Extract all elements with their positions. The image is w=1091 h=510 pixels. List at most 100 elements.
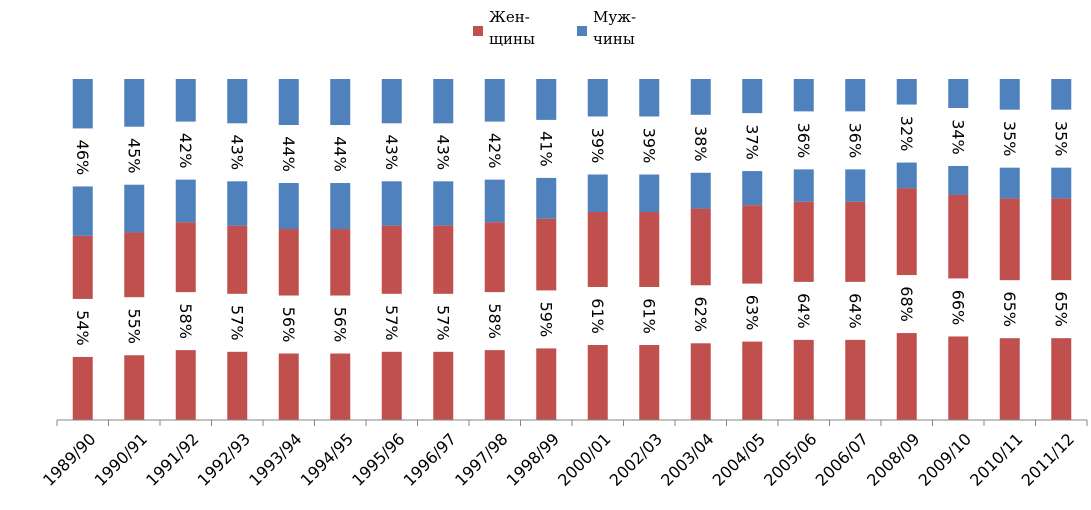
label-women-1990/91-box bbox=[122, 297, 147, 356]
label-women-2004/05-group: 63% bbox=[740, 283, 765, 342]
x-label-1995/96: 1995/96 bbox=[348, 429, 408, 489]
label-women-1997/98-box bbox=[482, 292, 507, 351]
label-women-1989/90-box bbox=[70, 298, 95, 357]
label-women-1992/93: 57% bbox=[227, 305, 246, 341]
legend-men-label: Муж-чины bbox=[593, 8, 636, 48]
label-women-2009/10-box bbox=[946, 278, 971, 337]
legend-men-swatch bbox=[577, 26, 587, 36]
label-men-2000/01: 39% bbox=[588, 128, 607, 164]
label-women-2005/06-box bbox=[791, 281, 816, 340]
x-label-2008/09: 2008/09 bbox=[863, 429, 923, 489]
x-label-1998/99: 1998/99 bbox=[503, 429, 563, 489]
label-women-2006/07-box bbox=[843, 281, 868, 340]
label-women-1996/97-group: 57% bbox=[431, 293, 456, 352]
x-label-2011/12: 2011/12 bbox=[1018, 429, 1078, 489]
label-women-2011/12: 65% bbox=[1051, 291, 1070, 327]
label-men-2002/03-group: 39% bbox=[637, 116, 662, 175]
label-men-1997/98: 42% bbox=[485, 133, 504, 169]
label-men-1989/90-group: 46% bbox=[70, 128, 95, 187]
legend: Жен-щины Муж-чины bbox=[473, 8, 636, 48]
label-women-2011/12-group: 65% bbox=[1049, 280, 1074, 339]
x-label-1992/93: 1992/93 bbox=[194, 429, 254, 489]
label-women-2010/11-box bbox=[997, 280, 1022, 339]
x-label-1996/97: 1996/97 bbox=[400, 429, 460, 489]
x-label-1993/94: 1993/94 bbox=[245, 429, 305, 489]
label-women-2003/04-group: 62% bbox=[688, 285, 713, 344]
x-label-2009/10: 2009/10 bbox=[915, 429, 975, 489]
label-men-1990/91-group: 45% bbox=[122, 126, 147, 185]
label-women-2008/09-box bbox=[894, 275, 919, 334]
label-women-1996/97: 57% bbox=[433, 305, 452, 341]
label-women-1998/99: 59% bbox=[536, 302, 555, 338]
x-label-2005/06: 2005/06 bbox=[760, 429, 820, 489]
label-men-2005/06-group: 36% bbox=[791, 111, 816, 170]
label-women-2005/06-group: 64% bbox=[791, 281, 816, 340]
label-women-1997/98-group: 58% bbox=[482, 292, 507, 351]
label-men-1989/90: 46% bbox=[73, 140, 92, 176]
label-men-2009/10: 34% bbox=[948, 119, 967, 155]
label-men-1994/95-group: 44% bbox=[328, 125, 353, 184]
label-men-2009/10-group: 34% bbox=[946, 107, 971, 166]
label-women-1992/93-group: 57% bbox=[225, 293, 250, 352]
label-men-1991/92-group: 42% bbox=[173, 121, 198, 180]
label-women-1992/93-box bbox=[225, 293, 250, 352]
x-label-1991/92: 1991/92 bbox=[142, 429, 202, 489]
label-men-2005/06: 36% bbox=[794, 123, 813, 159]
label-women-1998/99-group: 59% bbox=[534, 290, 559, 349]
label-women-2010/11: 65% bbox=[1000, 291, 1019, 327]
label-men-2005/06-box bbox=[791, 111, 816, 170]
x-label-2003/04: 2003/04 bbox=[657, 429, 717, 489]
label-women-2010/11-group: 65% bbox=[997, 280, 1022, 339]
label-women-1990/91-group: 55% bbox=[122, 297, 147, 356]
label-men-1990/91-box bbox=[122, 126, 147, 185]
label-women-2003/04-box bbox=[688, 285, 713, 344]
label-men-1992/93-box bbox=[225, 123, 250, 182]
x-tick-labels: 1989/901990/911991/921992/931993/941994/… bbox=[39, 429, 1078, 489]
label-women-2011/12-box bbox=[1049, 280, 1074, 339]
label-women-2005/06: 64% bbox=[794, 293, 813, 329]
label-women-1993/94: 56% bbox=[279, 307, 298, 343]
label-men-1989/90-box bbox=[70, 128, 95, 187]
x-label-2006/07: 2006/07 bbox=[812, 429, 872, 489]
label-men-2011/12: 35% bbox=[1051, 121, 1070, 157]
label-men-2010/11: 35% bbox=[1000, 121, 1019, 157]
label-men-1991/92-box bbox=[173, 121, 198, 180]
label-men-1993/94-box bbox=[276, 125, 301, 184]
label-women-1996/97-box bbox=[431, 293, 456, 352]
label-women-1997/98: 58% bbox=[485, 303, 504, 339]
label-men-2000/01-group: 39% bbox=[585, 116, 610, 175]
label-women-2008/09-group: 68% bbox=[894, 275, 919, 334]
label-men-1998/99: 41% bbox=[536, 131, 555, 167]
label-women-2006/07-group: 64% bbox=[843, 281, 868, 340]
label-women-2008/09: 68% bbox=[897, 286, 916, 322]
label-women-2002/03-group: 61% bbox=[637, 286, 662, 345]
label-women-1998/99-box bbox=[534, 290, 559, 349]
label-men-1998/99-box bbox=[534, 119, 559, 178]
label-men-1993/94-group: 44% bbox=[276, 125, 301, 184]
label-women-1989/90: 54% bbox=[73, 310, 92, 346]
label-women-1989/90-group: 54% bbox=[70, 298, 95, 357]
label-men-1994/95-box bbox=[328, 125, 353, 184]
label-women-2003/04: 62% bbox=[691, 297, 710, 333]
label-men-1995/96-group: 43% bbox=[379, 123, 404, 182]
label-men-2010/11-box bbox=[997, 109, 1022, 168]
label-women-1995/96-box bbox=[379, 293, 404, 352]
x-tick-marks bbox=[56, 420, 1088, 426]
data-labels-group: 54% 46% 55% 45% 58% 42% 57% 43% 56% 44% 56% 44% 57% 4… bbox=[70, 104, 1074, 357]
label-men-2003/04-group: 38% bbox=[688, 114, 713, 173]
label-men-1996/97: 43% bbox=[433, 135, 452, 171]
label-men-2008/09-group: 32% bbox=[894, 104, 919, 163]
label-women-1994/95: 56% bbox=[330, 307, 349, 343]
x-label-2002/03: 2002/03 bbox=[606, 429, 666, 489]
x-label-1989/90: 1989/90 bbox=[39, 429, 99, 489]
label-men-1998/99-group: 41% bbox=[534, 119, 559, 178]
x-label-2004/05: 2004/05 bbox=[709, 429, 769, 489]
label-women-1993/94-box bbox=[276, 295, 301, 354]
label-men-2011/12-group: 35% bbox=[1049, 109, 1074, 168]
label-women-1991/92-group: 58% bbox=[173, 292, 198, 351]
legend-women-swatch bbox=[473, 26, 483, 36]
label-women-2006/07: 64% bbox=[845, 293, 864, 329]
legend-women-label: Жен-щины bbox=[489, 8, 535, 48]
label-men-2006/07-box bbox=[843, 111, 868, 170]
